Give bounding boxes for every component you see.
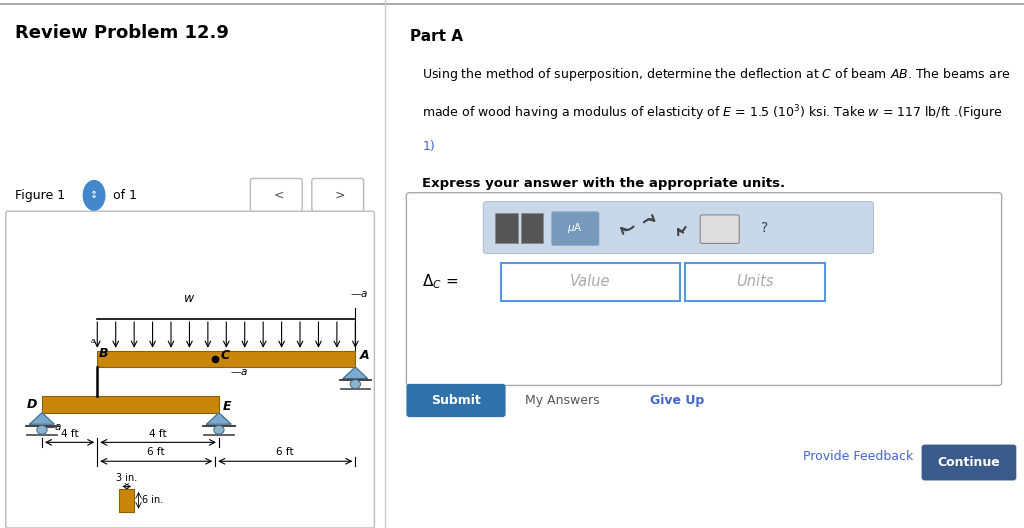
Polygon shape	[207, 413, 231, 424]
Polygon shape	[30, 413, 54, 424]
Text: made of wood having a modulus of elasticity of $E$ = 1.5 $\left(10^3\right)$ ksi: made of wood having a modulus of elastic…	[422, 103, 1004, 122]
Bar	[97, 351, 355, 367]
Text: $\Delta_C$ =: $\Delta_C$ =	[422, 272, 459, 291]
Text: D: D	[28, 398, 38, 411]
FancyBboxPatch shape	[496, 213, 518, 243]
Text: <: <	[273, 188, 284, 201]
Text: $^a$: $^a$	[90, 338, 95, 348]
Text: C: C	[221, 348, 230, 362]
Circle shape	[37, 426, 47, 434]
FancyBboxPatch shape	[501, 263, 680, 301]
Text: of 1: of 1	[114, 189, 137, 202]
Text: E: E	[222, 400, 231, 412]
Bar	[42, 397, 219, 413]
Text: Using the method of superposition, determine the deflection at $C$ of beam $AB$.: Using the method of superposition, deter…	[422, 66, 1011, 83]
Text: Units: Units	[736, 274, 774, 289]
Text: Submit: Submit	[431, 394, 481, 407]
FancyBboxPatch shape	[407, 384, 506, 417]
Text: ?: ?	[761, 221, 768, 235]
Text: 4 ft: 4 ft	[150, 429, 167, 439]
Circle shape	[214, 426, 224, 434]
FancyBboxPatch shape	[685, 263, 825, 301]
Text: Give Up: Give Up	[649, 394, 703, 407]
Text: Review Problem 12.9: Review Problem 12.9	[15, 24, 229, 42]
Text: 3 in.: 3 in.	[116, 473, 137, 483]
FancyBboxPatch shape	[483, 202, 873, 253]
Text: 1): 1)	[422, 140, 435, 153]
FancyBboxPatch shape	[552, 212, 599, 246]
Text: 6 ft: 6 ft	[147, 447, 165, 457]
Text: 4 ft: 4 ft	[60, 429, 79, 439]
Text: Provide Feedback: Provide Feedback	[803, 450, 913, 463]
Circle shape	[350, 380, 360, 389]
Text: Continue: Continue	[938, 456, 1000, 468]
Text: 6 in.: 6 in.	[141, 495, 163, 505]
Text: Part A: Part A	[410, 29, 463, 44]
Text: 6 ft: 6 ft	[276, 447, 294, 457]
Text: B: B	[99, 347, 109, 360]
Polygon shape	[343, 367, 368, 379]
Text: $—a$: $—a$	[44, 422, 61, 432]
Text: $—a$: $—a$	[230, 367, 248, 377]
FancyBboxPatch shape	[311, 178, 364, 211]
Text: Value: Value	[569, 274, 610, 289]
Text: $—a$: $—a$	[350, 289, 368, 299]
FancyBboxPatch shape	[700, 215, 739, 243]
Text: $\mu$A: $\mu$A	[567, 221, 584, 235]
FancyBboxPatch shape	[250, 178, 302, 211]
Bar	[120, 489, 134, 512]
FancyBboxPatch shape	[407, 193, 1001, 385]
FancyBboxPatch shape	[922, 445, 1016, 480]
Text: Express your answer with the appropriate units.: Express your answer with the appropriate…	[422, 177, 785, 190]
FancyBboxPatch shape	[521, 213, 544, 243]
Text: A: A	[359, 349, 370, 362]
Circle shape	[83, 181, 104, 210]
Text: $w$: $w$	[183, 293, 196, 305]
Text: My Answers: My Answers	[524, 394, 599, 407]
FancyBboxPatch shape	[6, 211, 375, 528]
Text: ↕: ↕	[90, 191, 98, 200]
Text: Figure 1: Figure 1	[15, 189, 66, 202]
Text: >: >	[335, 188, 345, 201]
